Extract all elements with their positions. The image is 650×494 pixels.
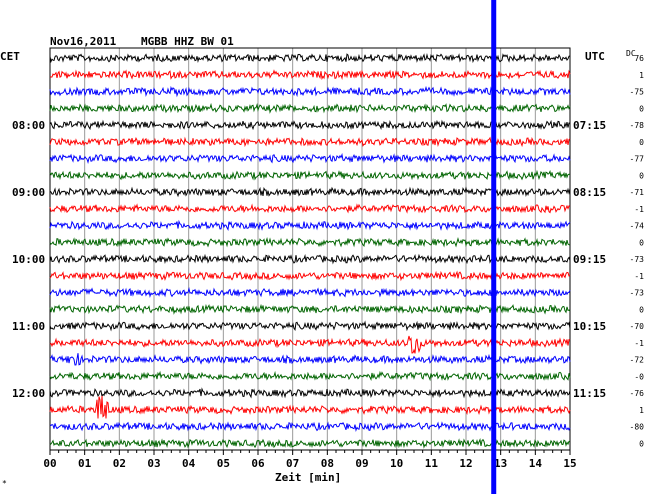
date-label: Nov16,2011 [50, 35, 117, 48]
dc-offset-value: 0 [639, 439, 644, 448]
seismic-trace [49, 169, 571, 181]
seismic-trace [49, 286, 571, 299]
time-marker [491, 0, 497, 494]
seismic-trace [49, 353, 571, 366]
right-time-label: 10:15 [573, 320, 606, 333]
dc-offset-value: -73 [630, 255, 645, 264]
seismic-trace [49, 69, 571, 81]
seismic-trace [49, 219, 571, 231]
left-time-label: 09:00 [12, 186, 45, 199]
x-tick-label: 07 [286, 457, 299, 470]
dc-header-label: DC [626, 49, 636, 58]
dc-offset-value: 0 [639, 305, 644, 314]
seismic-trace [49, 437, 571, 449]
seismic-trace [49, 237, 571, 248]
seismic-trace [49, 335, 571, 354]
station-label: MGBB HHZ BW 01 [141, 35, 234, 48]
right-zone-label: UTC [585, 50, 605, 63]
seismic-trace [49, 395, 571, 419]
x-tick-label: 01 [78, 457, 92, 470]
dc-offset-value: -78 [630, 121, 645, 130]
x-axis-label: Zeit [min] [275, 471, 341, 484]
dc-offset-value: -1 [634, 272, 644, 281]
x-tick-label: 15 [563, 457, 576, 470]
x-tick-label: 10 [390, 457, 403, 470]
x-axis-ticks: 00 01 02 03 04 05 06 07 08 09 10 11 12 13 14 15 [43, 450, 577, 470]
dc-offset-labels: 76 1 -75 0 -78 0 -77 0 -71 -1 -74 0 -73 -1 -73 0 -70 -1 -7… [630, 54, 645, 448]
dc-offset-value: 1 [639, 71, 644, 80]
traces [49, 53, 571, 449]
dc-offset-value: -76 [630, 389, 645, 398]
left-time-label: 12:00 [12, 387, 45, 400]
dc-offset-value: 0 [639, 238, 644, 247]
seismic-trace [49, 186, 571, 198]
dc-offset-value: 1 [639, 406, 644, 415]
dc-offset-value: -71 [630, 188, 645, 197]
left-time-labels: 08:00 09:00 10:00 11:00 12:00 [12, 119, 45, 400]
x-tick-label: 02 [113, 457, 126, 470]
x-tick-label: 12 [459, 457, 472, 470]
x-tick-label: 13 [494, 457, 507, 470]
dc-offset-value: 0 [639, 104, 644, 113]
x-tick-label: 08 [321, 457, 334, 470]
right-time-label: 07:15 [573, 119, 606, 132]
x-tick-label: 11 [425, 457, 439, 470]
dc-offset-value: -0 [634, 372, 644, 381]
x-tick-label: 14 [529, 457, 543, 470]
dc-offset-value: -1 [634, 205, 644, 214]
dc-offset-value: -77 [630, 155, 645, 164]
dc-offset-value: 76 [634, 54, 644, 63]
seismic-trace [49, 253, 571, 265]
x-tick-label: 00 [43, 457, 56, 470]
seismic-trace [49, 270, 571, 282]
dc-offset-value: -72 [630, 356, 645, 365]
seismic-trace [49, 152, 571, 165]
dc-offset-value: -70 [630, 322, 645, 331]
seismic-trace [49, 370, 571, 382]
dc-offset-value: 0 [639, 138, 644, 147]
dc-offset-value: -73 [630, 289, 645, 298]
x-tick-label: 05 [217, 457, 230, 470]
right-time-label: 08:15 [573, 186, 606, 199]
seismic-trace [49, 303, 571, 315]
left-zone-label: CET [0, 50, 20, 63]
left-time-label: 11:00 [12, 320, 45, 333]
seismic-trace [49, 320, 571, 332]
seismic-trace [49, 119, 571, 131]
dc-offset-value: 0 [639, 171, 644, 180]
seismic-trace [49, 421, 571, 432]
left-time-label: 10:00 [12, 253, 45, 266]
seismic-trace [49, 387, 571, 399]
seismic-trace [49, 136, 571, 148]
left-time-label: 08:00 [12, 119, 45, 132]
x-tick-label: 06 [251, 457, 265, 470]
current-time-marker [491, 0, 497, 494]
dc-offset-value: -75 [630, 88, 645, 97]
x-tick-label: 04 [182, 457, 196, 470]
seismic-trace [49, 102, 571, 114]
right-time-label: 11:15 [573, 387, 606, 400]
corner-mark: * [2, 479, 7, 488]
dc-offset-value: -74 [630, 222, 645, 231]
seismic-trace [49, 53, 571, 64]
x-tick-label: 03 [147, 457, 160, 470]
dc-offset-value: -1 [634, 339, 644, 348]
x-tick-label: 09 [355, 457, 368, 470]
right-time-labels: 07:15 08:15 09:15 10:15 11:15 [573, 119, 606, 400]
right-time-label: 09:15 [573, 253, 606, 266]
seismic-trace [49, 85, 571, 98]
dc-offset-value: -80 [630, 423, 645, 432]
seismic-trace [49, 203, 571, 214]
